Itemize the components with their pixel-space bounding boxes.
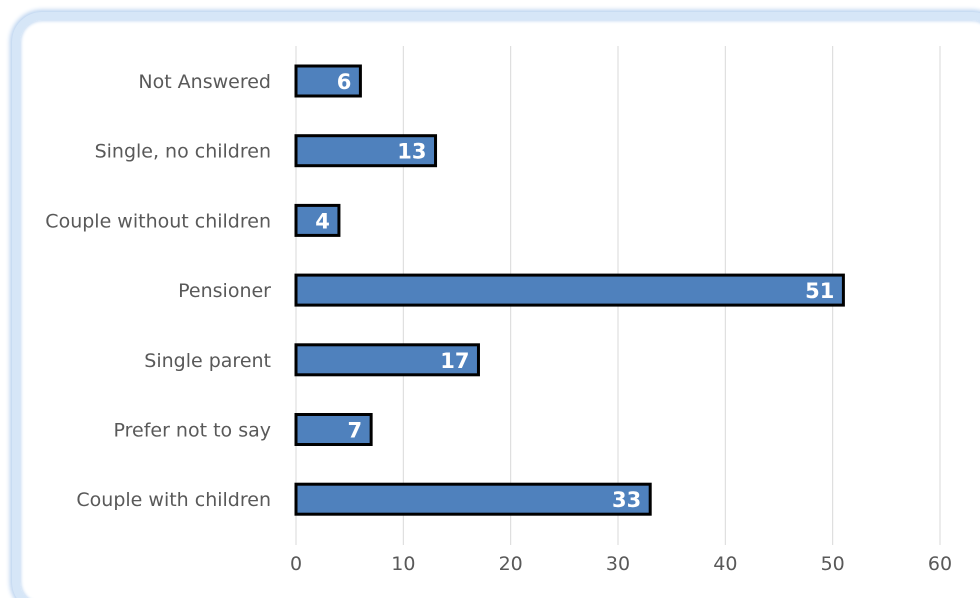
category-label: Couple with children — [76, 489, 271, 511]
bar — [294, 482, 652, 516]
x-tick-label: 20 — [499, 553, 523, 575]
data-label: 13 — [397, 140, 426, 164]
x-tick-label: 30 — [606, 553, 630, 575]
bar — [294, 343, 480, 377]
data-labels: 6 13 4 51 17 7 33 — [315, 70, 834, 512]
category-label: Couple without children — [45, 210, 271, 232]
bar — [294, 134, 438, 168]
x-tick-label: 50 — [821, 553, 845, 575]
bars — [294, 64, 845, 516]
x-axis-ticks: 0 10 20 30 40 50 60 — [290, 553, 952, 575]
category-labels: Not Answered Single, no children Couple wi… — [45, 71, 271, 511]
data-label: 6 — [337, 70, 352, 94]
data-label: 51 — [805, 279, 834, 303]
category-label: Pensioner — [178, 280, 271, 302]
category-label: Not Answered — [138, 71, 271, 93]
bar — [294, 64, 362, 98]
x-tick-label: 0 — [290, 553, 302, 575]
bar — [294, 203, 341, 237]
data-label: 4 — [315, 209, 330, 233]
x-tick-label: 10 — [391, 553, 415, 575]
data-label: 17 — [440, 349, 469, 373]
category-label: Prefer not to say — [114, 420, 272, 442]
category-label: Single parent — [144, 350, 271, 372]
bar — [294, 413, 373, 446]
x-tick-label: 60 — [928, 553, 952, 575]
data-label: 7 — [348, 419, 363, 443]
category-label: Single, no children — [95, 141, 271, 163]
bar — [294, 273, 845, 307]
x-tick-label: 40 — [713, 553, 737, 575]
data-label: 33 — [612, 488, 641, 512]
